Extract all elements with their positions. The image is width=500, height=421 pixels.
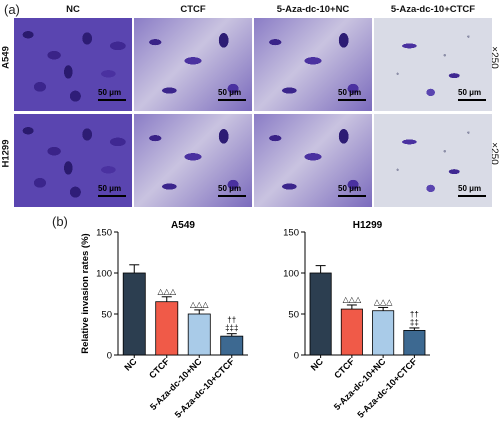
x-tick-label: NC bbox=[309, 356, 326, 373]
significance-mark: ‡‡‡ bbox=[225, 324, 238, 333]
bar-4 bbox=[220, 335, 244, 356]
y-tick-label: 0 bbox=[294, 351, 299, 362]
chart-h1299: H1299050100150NC△△△CTCF△△△5-Aza-dc-10+NC… bbox=[283, 220, 430, 420]
micrograph-h1299-3: 50 μm bbox=[254, 114, 372, 207]
scale-bar bbox=[458, 99, 486, 101]
scale-bar bbox=[338, 195, 366, 197]
scale-bar-label: 50 μm bbox=[98, 184, 122, 193]
scale-bar-label: 50 μm bbox=[218, 88, 242, 97]
panel-b-label: (b) bbox=[52, 214, 68, 229]
micrograph-a549-2: 50 μm bbox=[134, 18, 252, 111]
chart-a549: A549 0 50 100 150 Relative invasion rates (%)… bbox=[80, 220, 248, 420]
scale-bar bbox=[338, 99, 366, 101]
micrograph-h1299-2: 50 μm bbox=[134, 114, 252, 207]
scale-bar bbox=[98, 99, 126, 101]
y-tick-label: 100 bbox=[283, 269, 299, 280]
x-tick-label: CTCF bbox=[147, 356, 171, 380]
column-label-ctcf: CTCF bbox=[180, 4, 206, 15]
y-tick-label: 150 bbox=[96, 228, 112, 239]
scale-bar bbox=[458, 195, 486, 197]
x-tick-label: CTCF bbox=[332, 356, 356, 380]
chart-title: A549 bbox=[171, 220, 195, 231]
scale-bar-label: 50 μm bbox=[338, 184, 362, 193]
micrograph-h1299-4: 50 μm bbox=[374, 114, 492, 207]
x-tick-label: 5-Aza-dc-10+CTCF bbox=[173, 356, 237, 420]
micrograph-a549-4: 50 μm bbox=[374, 18, 492, 111]
scale-bar bbox=[98, 195, 126, 197]
scale-bar-label: 50 μm bbox=[218, 184, 242, 193]
scale-bar bbox=[218, 99, 246, 101]
scale-bar-label: 50 μm bbox=[338, 88, 362, 97]
y-axis-label: Relative invasion rates (%) bbox=[80, 233, 91, 353]
scale-bar-label: 50 μm bbox=[458, 184, 482, 193]
y-tick-label: 100 bbox=[96, 269, 112, 280]
significance-mark: △△△ bbox=[374, 297, 393, 306]
scale-bar-label: 50 μm bbox=[458, 88, 482, 97]
panel-a-label: (a) bbox=[4, 2, 20, 17]
column-label-aza-nc: 5-Aza-dc-10+NC bbox=[276, 4, 350, 15]
micrograph-a549-1: 50 μm bbox=[14, 18, 132, 111]
column-label-aza-ctcf: 5-Aza-dc-10+CTCF bbox=[390, 4, 476, 15]
y-tick-label: 150 bbox=[283, 228, 299, 239]
x-tick-label: NC bbox=[122, 356, 139, 373]
scale-bar bbox=[218, 195, 246, 197]
micrograph-h1299-1: 50 μm bbox=[14, 114, 132, 207]
micrograph-a549-3: 50 μm bbox=[254, 18, 372, 111]
bar-1 bbox=[122, 272, 146, 356]
bar-3 bbox=[187, 313, 211, 356]
significance-mark: △△△ bbox=[158, 287, 177, 296]
chart-title: H1299 bbox=[353, 220, 383, 231]
significance-mark: △△△ bbox=[190, 300, 209, 309]
significance-mark: ‡‡ bbox=[410, 318, 419, 327]
bar-1 bbox=[309, 272, 332, 356]
bar-2 bbox=[155, 301, 179, 356]
y-tick-label: 0 bbox=[107, 351, 112, 362]
x-tick-label: 5-Aza-dc-10+CTCF bbox=[355, 356, 419, 420]
y-tick-label: 50 bbox=[288, 310, 299, 321]
bar-3 bbox=[372, 310, 395, 356]
significance-mark: †† bbox=[227, 316, 236, 325]
bar-2 bbox=[340, 308, 363, 356]
column-label-nc: NC bbox=[66, 4, 80, 15]
scale-bar-label: 50 μm bbox=[98, 88, 122, 97]
y-tick-label: 50 bbox=[101, 310, 112, 321]
bar-4 bbox=[403, 329, 426, 356]
significance-mark: †† bbox=[410, 310, 419, 319]
significance-mark: △△△ bbox=[343, 295, 362, 304]
